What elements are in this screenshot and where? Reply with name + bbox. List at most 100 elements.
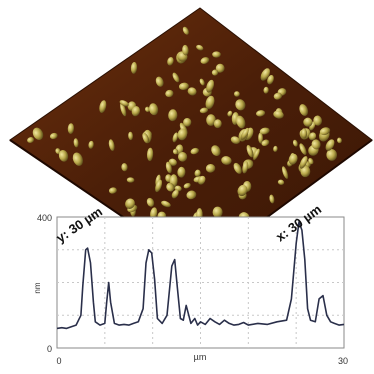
afm-particle <box>230 136 241 145</box>
afm-particle <box>299 156 308 169</box>
afm-particle <box>325 139 335 151</box>
afm-particle <box>27 137 35 143</box>
afm-particle <box>260 68 270 81</box>
afm-particle <box>259 127 270 135</box>
afm-particle <box>155 179 163 193</box>
afm-particle <box>55 148 61 155</box>
afm-particle <box>234 91 240 97</box>
afm-particle <box>277 179 285 185</box>
afm-particle <box>205 95 215 110</box>
afm-particle <box>125 198 135 209</box>
afm-particle <box>178 82 189 90</box>
afm-particle <box>326 149 338 161</box>
afm-particle <box>211 145 221 156</box>
afm-particle <box>165 161 172 174</box>
afm-particle <box>235 99 246 111</box>
afm-particle <box>258 132 264 144</box>
afm-particle <box>263 86 269 94</box>
afm-particle <box>177 128 188 141</box>
afm-particle <box>177 166 186 178</box>
afm-particle <box>32 127 44 140</box>
afm-particle <box>182 26 189 35</box>
afm-particle <box>337 137 342 144</box>
afm-particle <box>267 74 274 85</box>
afm-particle <box>213 119 222 129</box>
afm-particle <box>88 140 94 149</box>
y-tick-0: 0 <box>47 344 52 354</box>
afm-particle <box>72 152 84 166</box>
y-axis-label: nm <box>33 282 42 293</box>
afm-particle <box>167 57 174 66</box>
afm-particle <box>301 128 308 139</box>
afm-particle <box>172 132 179 143</box>
afm-particle <box>273 92 283 100</box>
afm-particle <box>199 107 209 114</box>
afm-particle <box>282 166 289 179</box>
afm-particle <box>215 63 225 73</box>
afm-particle <box>211 69 219 76</box>
afm-particle <box>128 131 134 141</box>
afm-particle <box>236 115 246 129</box>
afm-particle <box>194 169 201 177</box>
afm-particle <box>183 118 192 127</box>
afm-particle <box>308 132 317 141</box>
afm-particle <box>168 109 178 122</box>
afm-particle <box>67 123 75 134</box>
afm-particle <box>197 175 206 185</box>
afm-particle <box>273 110 284 119</box>
afm-particle <box>146 147 154 162</box>
afm-particle <box>168 158 177 166</box>
afm-particle <box>150 207 158 220</box>
afm-particle <box>240 127 249 140</box>
afm-particle <box>142 132 149 144</box>
afm-particle <box>233 162 242 174</box>
afm-particle <box>149 103 159 116</box>
afm-particle <box>131 106 140 117</box>
afm-particle <box>155 76 164 87</box>
afm-particle <box>108 187 117 194</box>
afm-particle <box>261 139 270 147</box>
afm-particle <box>269 194 275 204</box>
afm-particle <box>253 148 260 161</box>
afm-particle <box>126 177 135 183</box>
afm-particle <box>120 102 127 117</box>
afm-particle <box>227 110 233 117</box>
x-axis-label: µm <box>194 352 207 362</box>
afm-particle <box>146 197 155 207</box>
afm-particle <box>292 139 298 147</box>
afm-particle <box>256 110 266 117</box>
afm-particle <box>319 127 331 136</box>
afm-particle <box>205 163 216 173</box>
afm-particle <box>166 182 175 192</box>
afm-particle <box>161 200 171 208</box>
afm-particle <box>121 163 128 172</box>
afm-particle <box>308 157 314 165</box>
afm-particle <box>200 57 210 64</box>
afm-surface-3d <box>9 7 373 270</box>
afm-particle <box>246 145 254 158</box>
afm-particle <box>303 117 313 127</box>
afm-particle <box>49 132 58 140</box>
afm-particle <box>171 189 179 199</box>
afm-particle <box>288 153 298 165</box>
afm-particle <box>108 139 115 151</box>
afm-particle <box>206 114 216 126</box>
profile-series-line <box>56 221 345 330</box>
afm-particle <box>199 78 205 86</box>
afm-particle <box>165 89 174 98</box>
afm-particle <box>313 115 323 126</box>
afm-particle <box>212 206 223 218</box>
x-tick-30: 30 <box>338 356 348 366</box>
x-tick-0: 0 <box>56 356 61 366</box>
afm-particle <box>221 156 232 165</box>
afm-particle <box>183 182 191 189</box>
afm-particle <box>172 148 179 155</box>
afm-particle <box>119 100 129 107</box>
y-tick-400: 400 <box>37 213 52 223</box>
afm-particle <box>130 62 138 74</box>
afm-particle <box>299 143 307 155</box>
afm-particle <box>196 44 204 51</box>
afm-particle <box>182 44 189 56</box>
afm-particle <box>73 138 79 148</box>
